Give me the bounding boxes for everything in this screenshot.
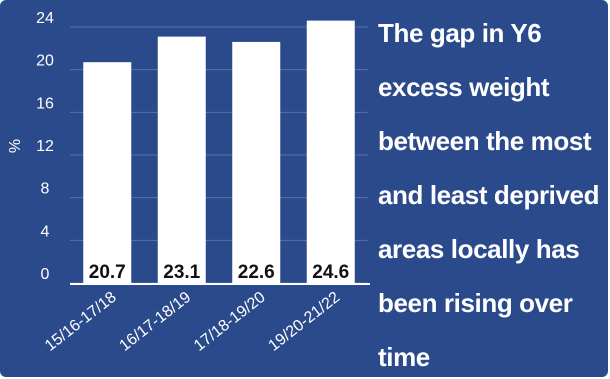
bar-value-label: 24.6: [312, 262, 349, 283]
y-axis-label: %: [7, 139, 24, 153]
headline-line: and least deprived: [378, 180, 600, 210]
bar-value-label: 22.6: [238, 262, 275, 283]
y-tick-label: 12: [36, 138, 54, 155]
y-tick-label: 20: [36, 53, 54, 70]
headline-line: The gap in Y6: [378, 18, 542, 48]
headline-line: time: [378, 342, 430, 372]
bar: [306, 20, 355, 283]
x-tick-label: 15/16-17/18: [42, 289, 120, 355]
bar-value-label: 23.1: [163, 262, 200, 283]
headline: The gap in Y6 excess weight between the …: [378, 6, 608, 377]
y-tick-label: 24: [36, 10, 54, 27]
y-tick-label: 16: [36, 95, 54, 112]
y-tick-label: 0: [41, 266, 50, 283]
headline-line: been rising over: [378, 288, 573, 318]
x-tick-label: 19/20-21/22: [265, 289, 343, 355]
y-tick-label: 4: [41, 223, 50, 240]
bar: [232, 41, 281, 283]
headline-line: areas locally has: [378, 234, 580, 264]
y-tick-label: 8: [41, 181, 50, 198]
headline-line: between the most: [378, 126, 592, 156]
x-tick-label: 16/17-18/19: [116, 289, 194, 355]
x-tick-label: 17/18-19/20: [191, 289, 269, 355]
bar: [157, 36, 206, 283]
bar: [83, 62, 132, 284]
headline-line: excess weight: [378, 72, 550, 102]
bar-value-label: 20.7: [89, 262, 126, 283]
